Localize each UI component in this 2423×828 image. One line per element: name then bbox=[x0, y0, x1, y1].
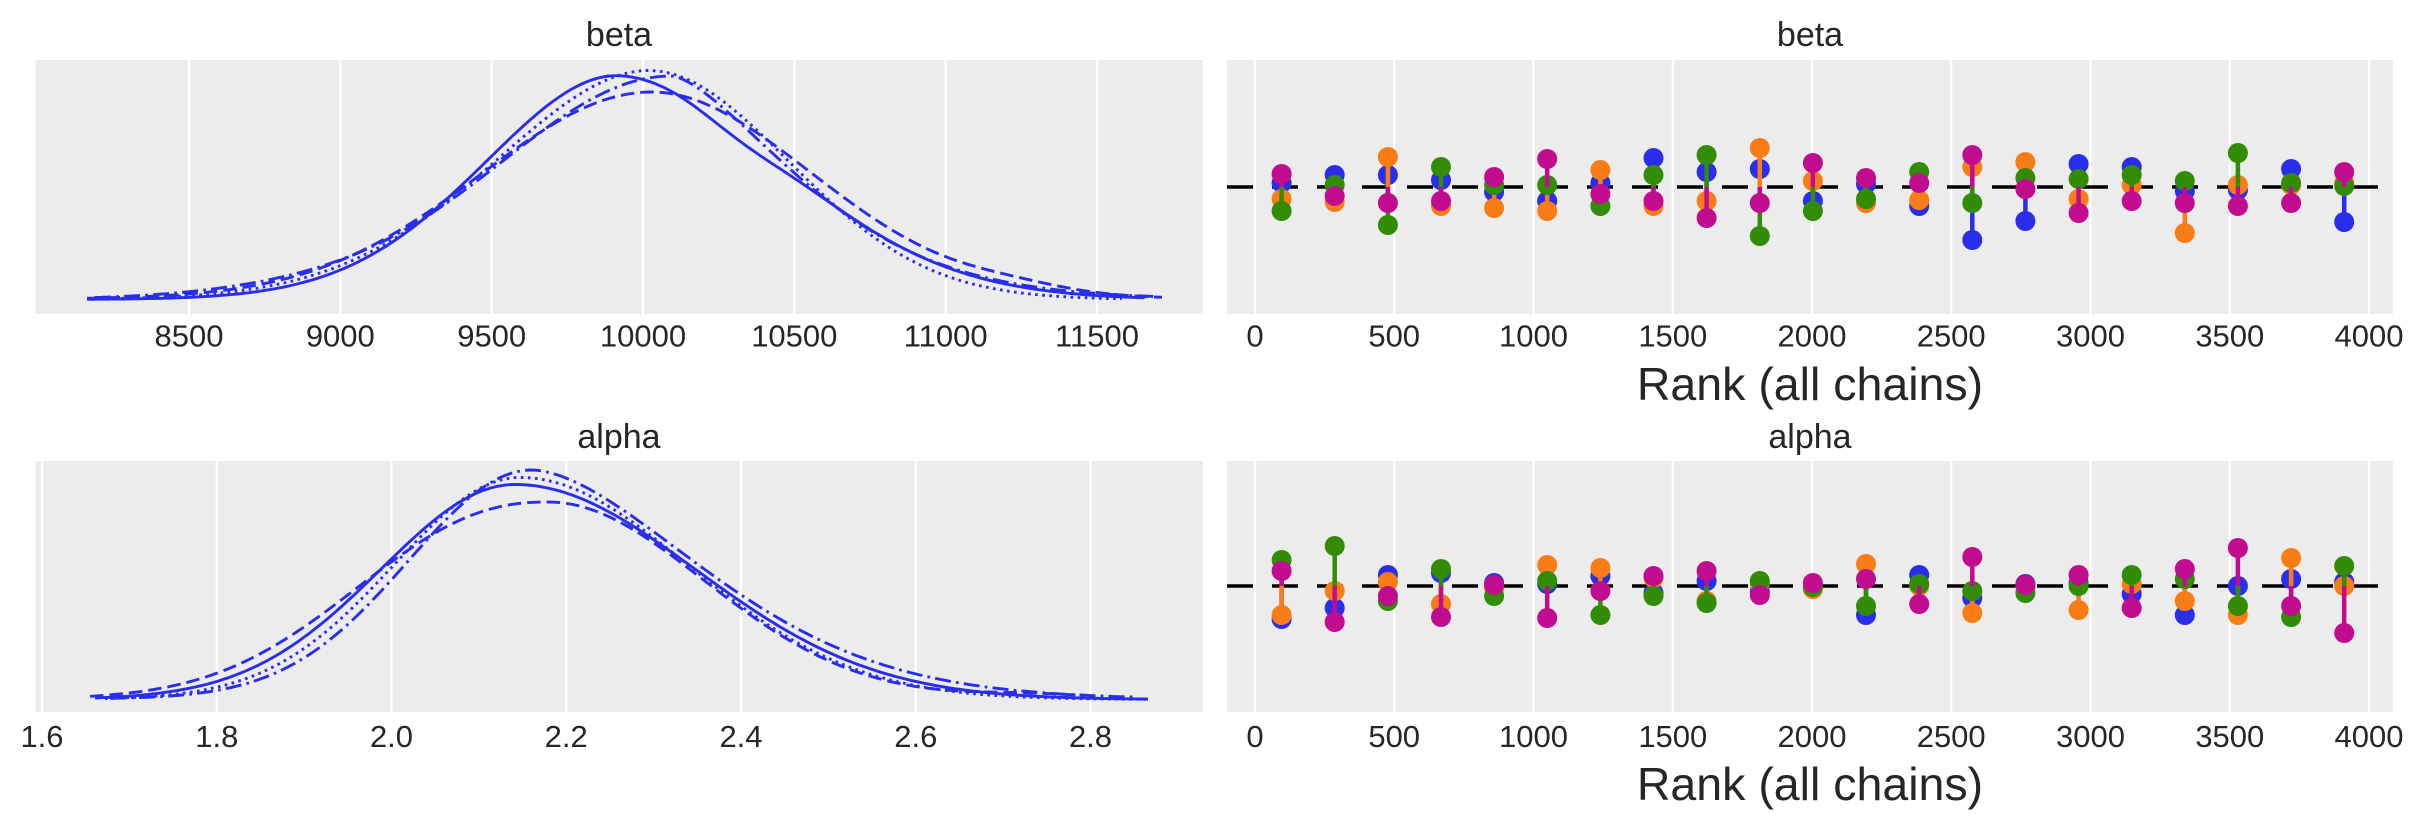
svg-text:2500: 2500 bbox=[1917, 319, 1986, 354]
svg-text:11000: 11000 bbox=[904, 319, 988, 354]
svg-text:2.8: 2.8 bbox=[1069, 719, 1112, 754]
svg-text:3500: 3500 bbox=[2195, 719, 2264, 754]
svg-text:Rank (all chains): Rank (all chains) bbox=[1637, 358, 1983, 410]
svg-text:9000: 9000 bbox=[306, 319, 375, 354]
svg-text:1.8: 1.8 bbox=[195, 719, 238, 754]
svg-text:2000: 2000 bbox=[1778, 719, 1847, 754]
svg-text:Rank (all chains): Rank (all chains) bbox=[1637, 758, 1983, 810]
svg-text:10000: 10000 bbox=[600, 319, 686, 354]
svg-text:alpha: alpha bbox=[1768, 418, 1851, 456]
svg-text:2.0: 2.0 bbox=[370, 719, 413, 754]
svg-text:1000: 1000 bbox=[1499, 719, 1568, 754]
svg-text:500: 500 bbox=[1368, 319, 1420, 354]
svg-text:2.4: 2.4 bbox=[719, 719, 762, 754]
svg-text:2000: 2000 bbox=[1778, 319, 1847, 354]
svg-text:11500: 11500 bbox=[1055, 319, 1139, 354]
svg-text:4000: 4000 bbox=[2335, 319, 2404, 354]
svg-text:1.6: 1.6 bbox=[20, 719, 63, 754]
svg-text:8500: 8500 bbox=[155, 319, 224, 354]
svg-text:3000: 3000 bbox=[2056, 719, 2125, 754]
svg-text:0: 0 bbox=[1246, 719, 1263, 754]
svg-text:beta: beta bbox=[1777, 16, 1843, 54]
svg-text:3000: 3000 bbox=[2056, 319, 2125, 354]
svg-text:3500: 3500 bbox=[2195, 319, 2264, 354]
svg-text:10500: 10500 bbox=[751, 319, 837, 354]
svg-text:0: 0 bbox=[1246, 319, 1263, 354]
svg-text:2.2: 2.2 bbox=[545, 719, 588, 754]
svg-text:4000: 4000 bbox=[2335, 719, 2404, 754]
svg-text:alpha: alpha bbox=[577, 418, 660, 456]
svg-text:2.6: 2.6 bbox=[894, 719, 937, 754]
svg-text:9500: 9500 bbox=[457, 319, 526, 354]
svg-text:beta: beta bbox=[586, 16, 652, 54]
svg-text:1500: 1500 bbox=[1638, 319, 1707, 354]
svg-text:500: 500 bbox=[1368, 719, 1420, 754]
svg-text:1500: 1500 bbox=[1638, 719, 1707, 754]
svg-text:1000: 1000 bbox=[1499, 319, 1568, 354]
svg-text:2500: 2500 bbox=[1917, 719, 1986, 754]
